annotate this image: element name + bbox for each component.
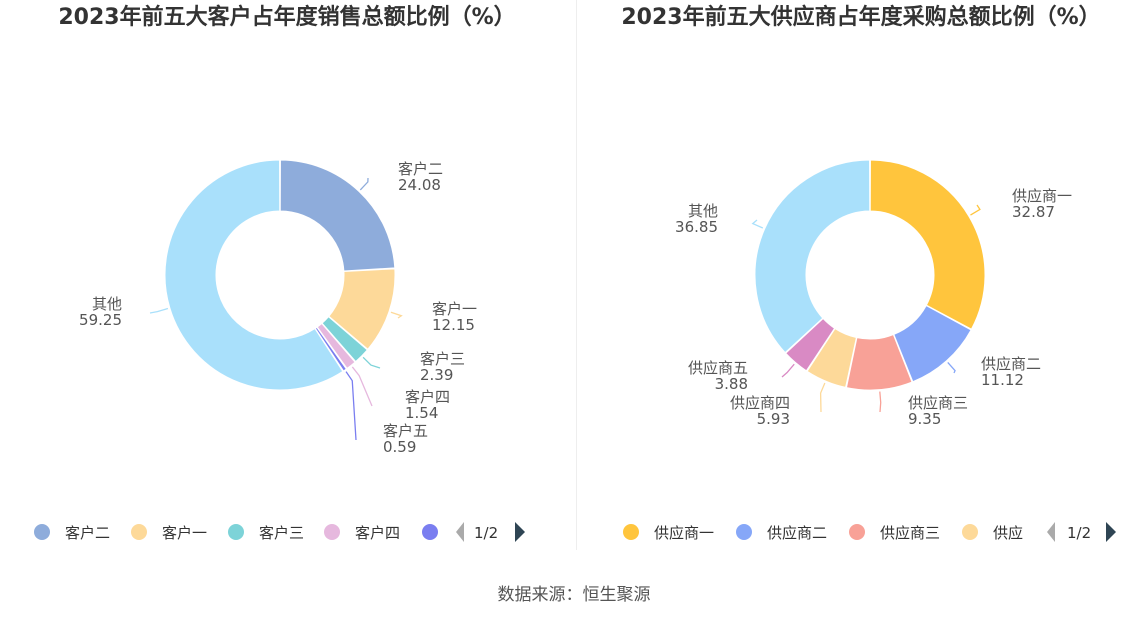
slice-label-name: 客户五 xyxy=(383,422,428,440)
slice-label-value: 3.88 xyxy=(715,375,748,393)
data-source-note: 数据来源：恒生聚源 xyxy=(497,585,651,605)
pie-slice xyxy=(893,304,972,383)
pie-slice xyxy=(316,322,356,370)
legend-page-indicator: 1/2 xyxy=(1067,524,1091,542)
pie-slice xyxy=(845,333,913,391)
leader-line xyxy=(149,307,169,314)
legend-next-page-icon[interactable] xyxy=(515,522,525,542)
pie-slice xyxy=(806,327,858,388)
slice-label-name: 供应商四 xyxy=(730,394,790,412)
slice-label-name: 客户二 xyxy=(398,160,443,178)
pie-slice xyxy=(328,268,396,350)
legend-prev-page-icon[interactable] xyxy=(1047,522,1055,542)
slice-label-name: 客户四 xyxy=(405,388,450,406)
legend-marker[interactable] xyxy=(228,524,244,540)
legend-item-label[interactable]: 供应商一 xyxy=(654,524,714,542)
customer-donut-chart: 客户二24.08客户一12.15客户三2.39客户四1.54客户五0.59其他5… xyxy=(34,159,525,542)
slice-label-value: 24.08 xyxy=(398,176,441,194)
pie-slice xyxy=(164,159,344,391)
pie-slice xyxy=(279,159,396,272)
supplier-donut-chart: 供应商一32.87供应商二11.12供应商三9.35供应商四5.93供应商五3.… xyxy=(623,159,1116,542)
legend-marker[interactable] xyxy=(849,524,865,540)
leader-line xyxy=(345,371,357,441)
legend-marker[interactable] xyxy=(736,524,752,540)
slice-label-name: 供应商三 xyxy=(908,394,968,412)
slice-label-name: 客户三 xyxy=(420,350,465,368)
pie-slice xyxy=(785,317,836,372)
slice-label-name: 供应商一 xyxy=(1012,187,1072,205)
slice-label-value: 12.15 xyxy=(432,316,475,334)
panel-divider xyxy=(576,0,577,550)
chart-title: 2023年前五大客户占年度销售总额比例（%） xyxy=(58,5,516,30)
legend-item-label[interactable]: 客户一 xyxy=(162,524,207,542)
slice-label-value: 9.35 xyxy=(908,410,941,428)
leader-line xyxy=(970,204,981,216)
legend-marker[interactable] xyxy=(131,524,147,540)
leader-line xyxy=(751,219,764,229)
pie-slice xyxy=(321,315,368,363)
leader-line xyxy=(879,391,882,413)
legend-marker[interactable] xyxy=(623,524,639,540)
leader-line xyxy=(359,177,369,191)
supplier-pie-panel: 2023年前五大供应商占年度采购总额比例（%） 供应商一 32.87 供应商二 11.… xyxy=(574,0,1148,560)
slice-label-name: 客户一 xyxy=(432,300,477,318)
legend-marker[interactable] xyxy=(422,524,438,540)
legend-marker[interactable] xyxy=(34,524,50,540)
leader-line xyxy=(351,366,373,407)
pie-slice xyxy=(314,326,347,372)
slice-label-value: 36.85 xyxy=(675,218,718,236)
legend-item-label[interactable]: 供应商三 xyxy=(880,524,940,542)
pie-slice xyxy=(754,159,871,354)
chart-title: 2023年前五大供应商占年度采购总额比例（%） xyxy=(621,5,1101,30)
legend-item-label[interactable]: 客户二 xyxy=(65,524,110,542)
legend-prev-page-icon[interactable] xyxy=(456,522,464,542)
leader-line xyxy=(819,382,826,413)
leader-line xyxy=(781,363,795,378)
slice-label-value: 0.59 xyxy=(383,438,416,456)
slice-label-name: 供应商二 xyxy=(981,355,1041,373)
pie-slice xyxy=(869,159,986,330)
leader-line xyxy=(947,361,956,374)
legend-item-label[interactable]: 供应 xyxy=(993,524,1023,542)
slice-label-value: 1.54 xyxy=(405,404,438,422)
slice-label-name: 其他 xyxy=(92,295,122,313)
leader-line xyxy=(362,356,381,369)
legend-next-page-icon[interactable] xyxy=(1106,522,1116,542)
legend-page-indicator: 1/2 xyxy=(474,524,498,542)
slice-label-name: 供应商五 xyxy=(688,359,748,377)
legend-item-label[interactable]: 客户四 xyxy=(355,524,400,542)
slice-label-name: 其他 xyxy=(688,202,718,220)
leader-line xyxy=(390,311,403,319)
slice-label-value: 59.25 xyxy=(79,311,122,329)
legend-item-label[interactable]: 供应商二 xyxy=(767,524,827,542)
slice-label-value: 5.93 xyxy=(757,410,790,428)
slice-label-value: 11.12 xyxy=(981,371,1024,389)
slice-label-value: 32.87 xyxy=(1012,203,1055,221)
customer-pie-panel: 2023年前五大客户占年度销售总额比例（%） 客户二 24.08 客户一 12.15 客… xyxy=(0,0,574,560)
slice-label-value: 2.39 xyxy=(420,366,453,384)
legend-item-label[interactable]: 客户三 xyxy=(259,524,304,542)
legend-marker[interactable] xyxy=(962,524,978,540)
legend-marker[interactable] xyxy=(324,524,340,540)
